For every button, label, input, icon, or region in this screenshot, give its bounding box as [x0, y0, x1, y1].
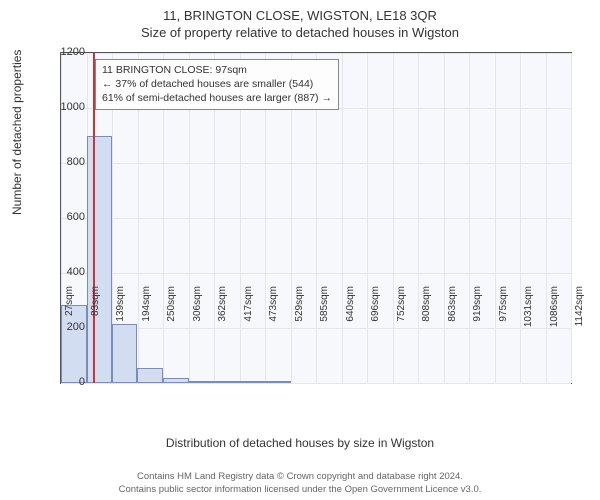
- xtick-label: 1142sqm: [574, 286, 585, 336]
- xtick-label: 1031sqm: [523, 286, 534, 336]
- histogram-bar: [265, 381, 291, 383]
- histogram-bar: [163, 378, 189, 384]
- xtick-label: 585sqm: [319, 286, 330, 336]
- annotation-box: 11 BRINGTON CLOSE: 97sqm← 37% of detache…: [95, 59, 339, 110]
- histogram-bar: [189, 381, 215, 383]
- xtick-label: 696sqm: [370, 286, 381, 336]
- y-axis-label: Number of detached properties: [10, 50, 24, 215]
- xtick-label: 808sqm: [421, 286, 432, 336]
- gridline-v: [571, 53, 572, 383]
- page-title-line1: 11, BRINGTON CLOSE, WIGSTON, LE18 3QR: [0, 0, 600, 23]
- xtick-label: 139sqm: [115, 286, 126, 336]
- gridline-v: [444, 53, 445, 383]
- histogram-bar: [239, 381, 265, 383]
- gridline-h: [61, 383, 571, 384]
- gridline-v: [342, 53, 343, 383]
- chart-container: 11, BRINGTON CLOSE, WIGSTON, LE18 3QR Si…: [0, 0, 600, 500]
- gridline-v: [520, 53, 521, 383]
- ytick-label: 800: [45, 156, 85, 168]
- xtick-label: 529sqm: [294, 286, 305, 336]
- annotation-line3: 61% of semi-detached houses are larger (…: [102, 91, 332, 105]
- xtick-label: 919sqm: [472, 286, 483, 336]
- gridline-v: [546, 53, 547, 383]
- ytick-label: 1200: [45, 46, 85, 58]
- gridline-v: [495, 53, 496, 383]
- gridline-v: [393, 53, 394, 383]
- histogram-bar: [214, 381, 239, 383]
- xtick-label: 473sqm: [268, 286, 279, 336]
- xtick-label: 306sqm: [192, 286, 203, 336]
- ytick-label: 0: [45, 376, 85, 388]
- gridline-v: [469, 53, 470, 383]
- xtick-label: 194sqm: [141, 286, 152, 336]
- annotation-line2: ← 37% of detached houses are smaller (54…: [102, 77, 332, 91]
- footer-line2: Contains public sector information licen…: [0, 484, 600, 496]
- plot-area: 11 BRINGTON CLOSE: 97sqm← 37% of detache…: [60, 52, 572, 384]
- gridline-v: [418, 53, 419, 383]
- x-axis-label: Distribution of detached houses by size …: [0, 436, 600, 450]
- annotation-line1: 11 BRINGTON CLOSE: 97sqm: [102, 63, 332, 77]
- xtick-label: 640sqm: [345, 286, 356, 336]
- xtick-label: 250sqm: [166, 286, 177, 336]
- xtick-label: 863sqm: [447, 286, 458, 336]
- xtick-label: 417sqm: [243, 286, 254, 336]
- footer-line1: Contains HM Land Registry data © Crown c…: [0, 471, 600, 483]
- xtick-label: 752sqm: [396, 286, 407, 336]
- xtick-label: 975sqm: [498, 286, 509, 336]
- histogram-bar: [87, 136, 113, 384]
- page-title-line2: Size of property relative to detached ho…: [0, 23, 600, 40]
- gridline-v: [367, 53, 368, 383]
- chart-area: 11 BRINGTON CLOSE: 97sqm← 37% of detache…: [60, 52, 570, 382]
- xtick-label: 83sqm: [90, 286, 101, 336]
- ytick-label: 1000: [45, 101, 85, 113]
- ytick-label: 600: [45, 211, 85, 223]
- histogram-bar: [137, 368, 163, 383]
- xtick-label: 27sqm: [64, 286, 75, 336]
- ytick-label: 400: [45, 266, 85, 278]
- xtick-label: 1086sqm: [549, 286, 560, 336]
- footer-attribution: Contains HM Land Registry data © Crown c…: [0, 471, 600, 496]
- xtick-label: 362sqm: [217, 286, 228, 336]
